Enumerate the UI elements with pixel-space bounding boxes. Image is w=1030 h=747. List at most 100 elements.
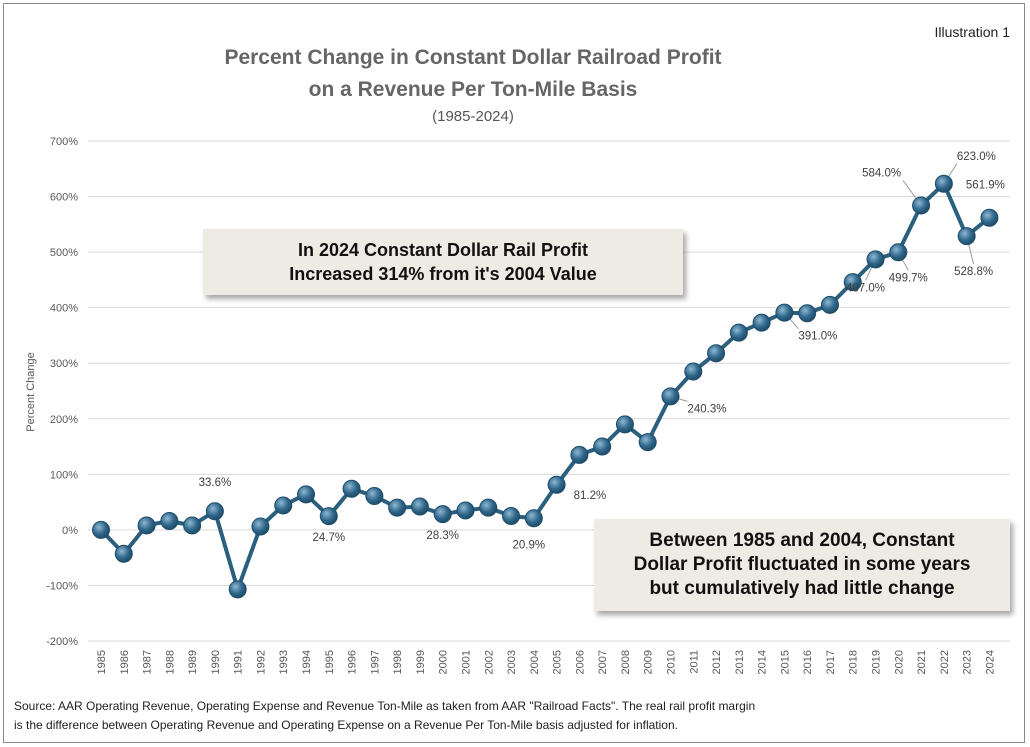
data-label: 20.9%	[513, 539, 546, 551]
data-point	[297, 485, 316, 504]
y-tick-label: -100%	[46, 580, 78, 592]
x-tick-label: 1996	[347, 650, 359, 674]
x-tick-label: 2009	[643, 650, 655, 674]
callout-line: but cumulatively had little change	[649, 578, 955, 599]
data-point	[889, 243, 908, 262]
x-tick-label: 2005	[552, 650, 564, 674]
x-tick-label: 1997	[369, 650, 381, 674]
x-tick-label: 2000	[438, 650, 450, 674]
data-label: 623.0%	[957, 151, 996, 163]
x-tick-label: 2004	[529, 650, 541, 674]
data-point	[684, 362, 703, 381]
chart-title-line1: Percent Change in Constant Dollar Railro…	[224, 46, 722, 69]
x-tick-label: 2006	[574, 650, 586, 674]
x-tick-label: 1998	[392, 650, 404, 674]
x-tick-label: 2018	[848, 650, 860, 674]
x-tick-label: 2021	[916, 650, 928, 674]
x-tick-label: 1985	[96, 650, 108, 674]
data-label: 499.7%	[889, 272, 928, 284]
x-tick-label: 1995	[324, 650, 336, 674]
x-tick-label: 2014	[757, 650, 769, 674]
x-tick-label: 2013	[734, 650, 746, 674]
data-label: 584.0%	[862, 167, 901, 179]
chart-title: Percent Change in Constant Dollar Railro…	[0, 42, 946, 106]
series-markers	[92, 174, 999, 599]
chart-title-line2: on a Revenue Per Ton-Mile Basis	[308, 78, 638, 101]
callout-1985-2004-fluctuation: Between 1985 and 2004, Constant Dollar P…	[594, 519, 1010, 611]
x-tick-label: 1986	[119, 650, 131, 674]
x-tick-label: 2001	[460, 650, 472, 674]
callout-line: Dollar Profit fluctuated in some years	[633, 554, 971, 575]
data-label: 24.7%	[312, 532, 345, 544]
x-tick-label: 2007	[597, 650, 609, 674]
chart-frame	[3, 3, 1025, 743]
data-point	[160, 512, 179, 530]
x-tick-label: 2016	[802, 650, 814, 674]
data-label: 81.2%	[574, 490, 607, 502]
data-labels: 33.6% 24.7% 28.3% 20.9% 81.2% 240.3% 391.0% 487…	[199, 151, 1005, 552]
data-point	[980, 208, 999, 227]
source-note: Source: AAR Operating Revenue, Operating…	[14, 697, 1014, 735]
x-tick-label: 2011	[688, 650, 700, 674]
x-tick-label: 2020	[893, 650, 905, 674]
data-point	[502, 507, 521, 525]
y-tick-label: 600%	[50, 192, 78, 204]
data-point	[638, 433, 657, 452]
y-tick-label: 300%	[50, 358, 78, 370]
data-point	[114, 544, 133, 563]
x-tick-label: 2017	[825, 650, 837, 674]
x-tick-label: 2024	[984, 650, 996, 674]
x-tick-label: 1988	[164, 650, 176, 674]
data-point	[251, 517, 270, 536]
data-point	[775, 303, 794, 322]
y-tick-label: 500%	[50, 247, 78, 259]
data-point	[342, 479, 361, 498]
callout-line: In 2024 Constant Dollar Rail Profit	[297, 240, 589, 260]
x-tick-label: 2010	[666, 650, 678, 674]
data-label: 487.0%	[846, 282, 885, 294]
data-point	[615, 415, 634, 434]
callout-line: Between 1985 and 2004, Constant	[649, 530, 955, 551]
data-point	[752, 313, 771, 332]
data-point	[388, 498, 407, 517]
data-label: 28.3%	[426, 530, 459, 542]
data-point	[729, 323, 748, 342]
data-point	[912, 196, 931, 215]
data-point	[365, 487, 384, 505]
x-tick-label: 2019	[871, 650, 883, 674]
data-point	[547, 475, 566, 494]
data-point	[957, 227, 976, 246]
data-label: 240.3%	[688, 403, 727, 415]
y-axis-ticks: -200% -100% 0% 100% 200% 300% 400% 500% 600% 700%	[46, 136, 78, 648]
data-point	[593, 437, 612, 456]
data-point	[934, 174, 953, 193]
y-tick-label: 100%	[50, 469, 78, 481]
data-point	[274, 496, 293, 515]
x-tick-label: 1993	[278, 650, 290, 674]
y-tick-label: -200%	[46, 636, 78, 648]
data-label: 561.9%	[966, 180, 1005, 192]
y-tick-label: 700%	[50, 136, 78, 148]
illustration-label: Illustration 1	[934, 24, 1010, 40]
x-tick-label: 2002	[483, 650, 495, 674]
callout-line: Increased 314% from it's 2004 Value	[289, 264, 597, 284]
data-point	[137, 516, 156, 535]
y-tick-label: 0%	[62, 525, 78, 537]
data-point	[228, 580, 247, 599]
data-point	[319, 507, 338, 526]
y-tick-label: 400%	[50, 303, 78, 315]
source-line: is the difference between Operating Reve…	[14, 718, 678, 732]
data-point	[456, 501, 475, 520]
data-point	[843, 273, 862, 292]
chart-subtitle: (1985-2024)	[432, 108, 514, 125]
y-axis-label: Percent Change	[25, 352, 37, 432]
x-tick-label: 1991	[233, 650, 245, 674]
data-point	[205, 502, 224, 521]
data-label: 391.0%	[798, 331, 837, 343]
x-tick-label: 1994	[301, 650, 313, 674]
x-tick-label: 2003	[506, 650, 518, 674]
data-label: 528.8%	[954, 266, 993, 278]
x-axis-ticks: 1985 1986 1987 1988 1989 1990 1991 1992 1993 1994…	[96, 650, 996, 674]
x-tick-label: 2012	[711, 650, 723, 674]
